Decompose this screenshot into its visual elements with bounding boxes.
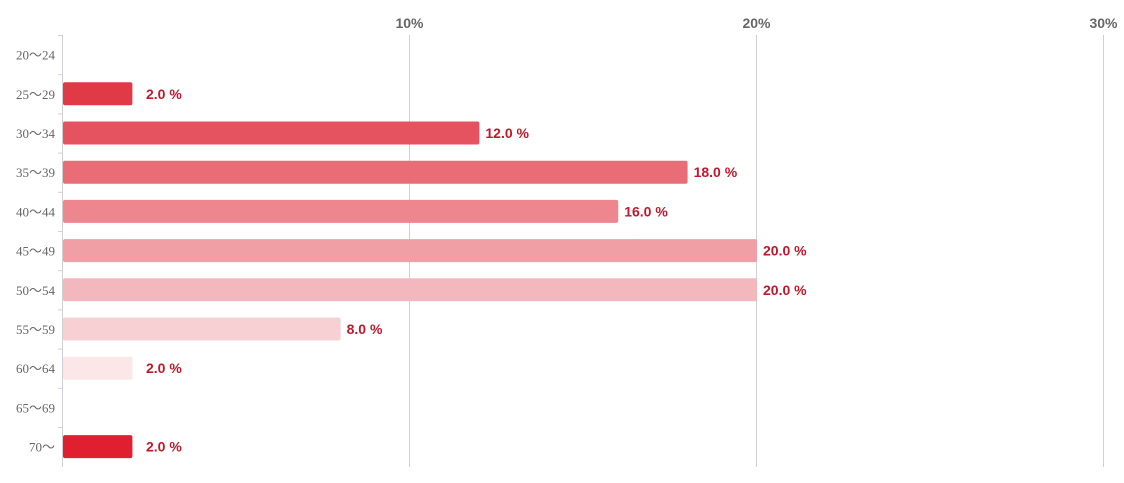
data-label: 2.0 % [146,360,182,376]
bar [63,239,757,263]
value-labels: 2.0 % 12.0 % 18.0 % 16.0 % 20.0 % 20.0 % 8.0 %… [146,86,807,455]
bar [63,121,480,145]
category-label: 60〜64 [16,361,56,376]
category-label: 70〜 [29,440,55,455]
category-label: 20〜24 [16,48,56,63]
data-label: 18.0 % [694,164,738,180]
category-label: 25〜29 [16,87,55,102]
category-label: 45〜49 [16,244,55,259]
data-label: 12.0 % [485,125,529,141]
bars [63,82,757,459]
category-labels: 20〜24 25〜29 30〜34 35〜39 40〜44 45〜49 50〜54 55〜59… [16,48,56,455]
data-label: 16.0 % [624,203,668,219]
x-tick-label: 30% [1089,15,1118,31]
x-tick-label: 10% [395,15,424,31]
data-label: 8.0 % [347,321,383,337]
category-label: 30〜34 [16,126,56,141]
bar [63,82,133,106]
data-label: 20.0 % [763,243,807,259]
data-label: 2.0 % [146,439,182,455]
bar [63,160,688,184]
bar [63,199,619,223]
category-label: 35〜39 [16,165,55,180]
category-label: 50〜54 [16,283,56,298]
y-axis [58,35,63,467]
category-label: 65〜69 [16,400,55,415]
data-label: 20.0 % [763,282,807,298]
category-label: 55〜59 [16,322,55,337]
bar [63,356,133,380]
data-label: 2.0 % [146,86,182,102]
category-label: 40〜44 [16,204,56,219]
bar [63,278,757,302]
bar [63,317,341,341]
x-tick-label: 20% [742,15,771,31]
bar [63,435,133,459]
x-axis-ticks: 10% 20% 30% [395,15,1118,31]
